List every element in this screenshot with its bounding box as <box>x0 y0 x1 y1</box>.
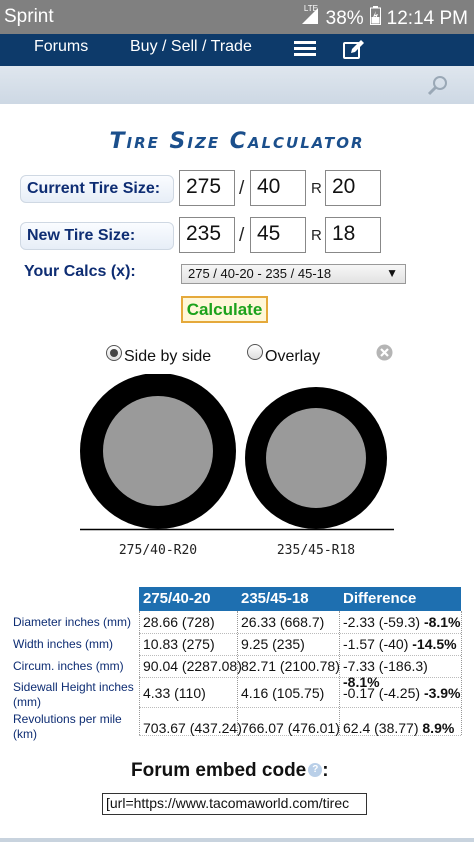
cell-difference: -0.17 (-4.25) -3.9% <box>343 685 461 701</box>
close-icon[interactable] <box>376 344 393 361</box>
battery-icon <box>369 6 381 31</box>
nav-buy-sell-trade-link[interactable]: Buy / Sell / Trade <box>130 38 252 55</box>
search-bar <box>0 66 474 104</box>
cell-difference: -7.33 (-186.3) -8.1% <box>343 658 428 690</box>
new-rim-field[interactable]: 18 <box>325 217 381 253</box>
header-new: 235/45-18 <box>237 587 339 611</box>
new-aspect-field[interactable]: 45 <box>250 217 306 253</box>
calculate-button[interactable]: Calculate <box>181 296 268 323</box>
current-width-field[interactable]: 275 <box>179 170 235 206</box>
current-tire-size-label: Current Tire Size: <box>20 175 174 203</box>
row-label-revolutions: Revolutions per mile (km) <box>13 712 122 741</box>
new-width-field[interactable]: 235 <box>179 217 235 253</box>
rim-prefix: R <box>311 180 322 197</box>
carrier-name: Sprint <box>4 6 54 27</box>
cell-new: 4.16 (105.75) <box>241 685 325 701</box>
cell-current: 4.33 (110) <box>143 685 206 701</box>
cell-percent: -3.9% <box>423 685 461 701</box>
network-badge: LTE <box>303 4 318 13</box>
header-difference: Difference <box>339 587 461 611</box>
cell-current: 703.67 (437.24) <box>143 720 242 736</box>
cell-current: 28.66 (728) <box>143 614 215 630</box>
cell-new: 9.25 (235) <box>241 636 305 652</box>
page-title: Tire Size Calculator <box>109 129 365 154</box>
search-icon[interactable] <box>426 74 450 98</box>
your-calcs-label: Your Calcs (x): <box>24 263 136 280</box>
new-tire-size-label: New Tire Size: <box>20 222 174 250</box>
rim-prefix: R <box>311 227 322 244</box>
cell-percent: -8.1% <box>343 674 380 690</box>
footer-strip <box>0 838 474 842</box>
overlay-radio[interactable] <box>247 344 263 360</box>
current-rim-field[interactable]: 20 <box>325 170 381 206</box>
tire-comparison-diagram: 275/40-R20 235/45-R18 <box>80 374 394 558</box>
side-by-side-label[interactable]: Side by side <box>124 348 212 365</box>
cell-new: 82.71 (2100.78) <box>241 658 340 674</box>
embed-title: Forum embed code?: <box>131 760 329 781</box>
help-icon[interactable]: ? <box>308 763 323 777</box>
nav-forums-link[interactable]: Forums <box>34 38 89 55</box>
dropdown-arrow-icon: ▼ <box>386 266 398 280</box>
embed-code-field[interactable]: [url=https://www.tacomaworld.com/tirec <box>102 793 367 815</box>
overlay-label[interactable]: Overlay <box>265 348 321 365</box>
new-tire-label: 235/45-R18 <box>277 543 355 558</box>
cell-current: 90.04 (2287.08) <box>143 658 242 674</box>
row-label-width: Width inches (mm) <box>13 637 114 651</box>
row-label-sidewall: Sidewall Height inches (mm) <box>13 680 134 709</box>
menu-icon[interactable] <box>294 41 316 57</box>
cell-difference: -2.33 (-59.3) -8.1% <box>343 614 461 630</box>
row-label-circumference: Circum. inches (mm) <box>13 659 124 673</box>
clock: 12:14 PM <box>386 7 468 29</box>
cell-difference: -1.57 (-40) -14.5% <box>343 636 457 652</box>
calcs-select[interactable]: 275 / 40-20 - 235 / 45-18 ▼ <box>181 264 406 284</box>
cell-new: 766.07 (476.01) <box>241 720 340 736</box>
new-tire-wheel <box>266 408 366 508</box>
current-tire-label: 275/40-R20 <box>119 543 197 558</box>
nav-bar: Forums Buy / Sell / Trade <box>0 34 474 66</box>
cell-percent: 8.9% <box>422 720 455 736</box>
cell-new: 26.33 (668.7) <box>241 614 325 630</box>
separator: / <box>239 178 245 199</box>
calcs-selected-value: 275 / 40-20 - 235 / 45-18 <box>188 266 332 281</box>
cell-percent: -14.5% <box>412 636 457 652</box>
status-bar: Sprint LTE 38% 12:14 PM <box>0 0 474 34</box>
side-by-side-radio[interactable] <box>106 345 122 361</box>
current-tire-wheel <box>103 396 213 506</box>
cell-current: 10.83 (275) <box>143 636 215 652</box>
battery-percent: 38% <box>325 7 364 29</box>
row-label-diameter: Diameter inches (mm) <box>13 615 132 629</box>
cell-percent: -8.1% <box>423 614 461 630</box>
separator: / <box>239 225 245 246</box>
header-current: 275/40-20 <box>139 587 237 611</box>
status-icons: LTE 38% 12:14 PM <box>300 4 468 31</box>
current-aspect-field[interactable]: 40 <box>250 170 306 206</box>
edit-icon[interactable] <box>342 38 366 62</box>
embed-title-colon: : <box>322 760 329 781</box>
signal-icon <box>300 7 320 31</box>
cell-difference: 62.4 (38.77) 8.9% <box>343 720 455 736</box>
